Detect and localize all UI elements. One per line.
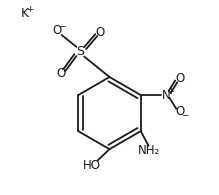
Text: O: O	[175, 105, 184, 118]
Text: S: S	[76, 45, 84, 58]
Text: +: +	[167, 87, 174, 96]
Text: −: −	[58, 21, 65, 30]
Text: −: −	[181, 111, 188, 120]
Text: O: O	[95, 26, 104, 39]
Text: O: O	[56, 67, 65, 80]
Text: +: +	[26, 5, 34, 14]
Text: HO: HO	[83, 159, 101, 172]
Text: NH₂: NH₂	[137, 144, 160, 157]
Text: O: O	[52, 24, 62, 37]
Text: K: K	[21, 7, 29, 20]
Text: N: N	[162, 89, 170, 102]
Text: O: O	[175, 72, 184, 85]
